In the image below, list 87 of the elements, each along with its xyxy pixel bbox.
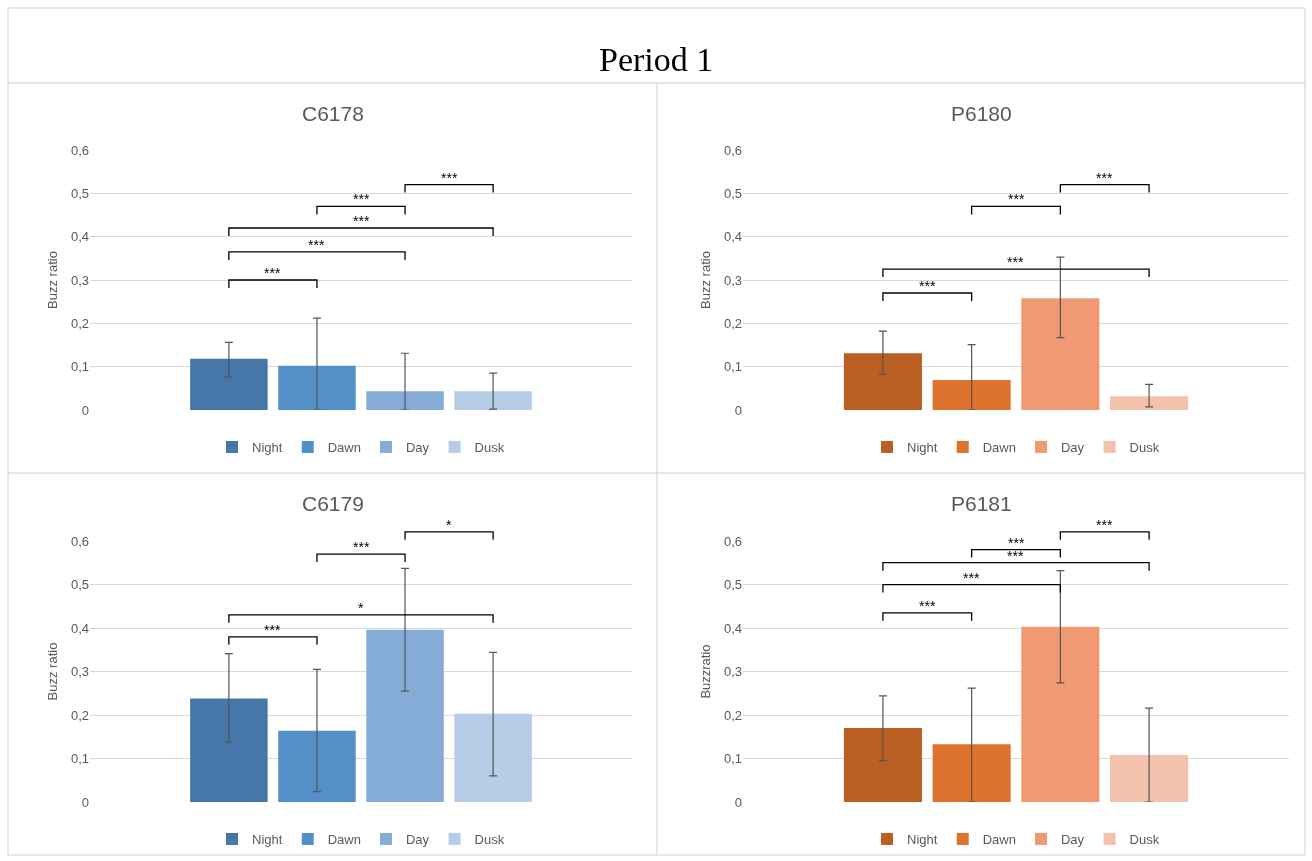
annotation: *** — [919, 598, 936, 614]
annotation: *** — [308, 237, 325, 253]
annotation: *** — [264, 265, 281, 281]
text: * — [446, 517, 452, 533]
legend-label: Dawn — [327, 440, 361, 456]
bar — [932, 744, 1011, 802]
annotation: *** — [441, 170, 458, 186]
bar — [454, 391, 532, 410]
y-tick-label: 0 — [81, 794, 89, 810]
y-tick-label: 0,6 — [723, 533, 742, 549]
y-tick-label: 0 — [734, 794, 742, 810]
legend-label: Day — [405, 832, 430, 848]
annotation: *** — [1007, 548, 1024, 564]
text: *** — [1096, 517, 1113, 533]
annotation: *** — [353, 213, 370, 229]
y-tick-label: 0,2 — [723, 315, 742, 331]
y-tick-label: 0,6 — [70, 142, 89, 158]
y-tick-label: 0,3 — [70, 664, 89, 680]
y-tick-label: 0 — [81, 402, 89, 418]
bar — [366, 391, 444, 410]
bar — [454, 713, 532, 802]
y-tick-label: 0,4 — [723, 229, 742, 245]
annotation: *** — [1008, 191, 1025, 207]
chart-title: C6178 — [302, 102, 364, 125]
y-tick-label: 0,3 — [723, 272, 742, 288]
y-tick-label: 0,1 — [70, 359, 89, 375]
y-tick-label: 0,3 — [70, 272, 89, 288]
y-tick-label: 0,4 — [70, 620, 89, 636]
y-axis-title: Buzzratio — [697, 644, 713, 699]
y-tick-label: 0 — [734, 402, 742, 418]
chart-title: P6180 — [951, 102, 1012, 125]
legend-label: Night — [907, 832, 938, 848]
y-tick-label: 0,2 — [70, 707, 89, 723]
y-tick-label: 0,1 — [723, 751, 742, 767]
bar — [278, 730, 356, 802]
annotation: *** — [1096, 170, 1113, 186]
legend-label: Night — [252, 832, 283, 848]
y-tick-label: 0,6 — [70, 533, 89, 549]
legend-label: Dawn — [982, 440, 1016, 456]
legend-label: Night — [907, 440, 938, 456]
legend-label: Day — [405, 440, 430, 456]
text: Period 1 — [599, 41, 714, 78]
y-tick-label: 0,5 — [70, 185, 89, 201]
y-tick-label: 0,5 — [70, 577, 89, 593]
legend-label: Day — [1060, 440, 1085, 456]
bar — [1110, 755, 1189, 802]
annotation: *** — [1007, 254, 1024, 270]
annotation: *** — [963, 570, 980, 586]
y-tick-label: 0,1 — [70, 751, 89, 767]
legend-label: Dusk — [1129, 440, 1160, 456]
y-tick-label: 0,5 — [723, 577, 742, 593]
bar — [1021, 626, 1100, 802]
bar — [278, 365, 356, 410]
y-tick-label: 0,2 — [70, 315, 89, 331]
legend-label: Dusk — [474, 440, 505, 456]
bar — [190, 698, 268, 802]
legend-label: Night — [252, 440, 283, 456]
annotation: *** — [353, 191, 370, 207]
y-tick-label: 0,4 — [723, 620, 742, 636]
legend-label: Dusk — [1129, 832, 1160, 848]
chart-title: P6181 — [951, 492, 1012, 515]
y-tick-label: 0,1 — [723, 359, 742, 375]
annotation: *** — [919, 278, 936, 294]
bar — [932, 380, 1011, 410]
y-axis-title: Buzz ratio — [44, 642, 60, 701]
y-axis-title: Buzz ratio — [697, 251, 713, 309]
chart-title: C6179 — [302, 492, 364, 515]
y-tick-label: 0,5 — [723, 185, 742, 201]
bar — [843, 353, 922, 410]
y-tick-label: 0,4 — [70, 229, 89, 245]
legend-label: Dusk — [474, 832, 505, 848]
bar — [1110, 396, 1189, 410]
bar — [190, 358, 268, 410]
annotation: *** — [264, 622, 281, 638]
y-tick-label: 0,6 — [723, 142, 742, 158]
bar — [1021, 298, 1100, 410]
y-axis-title: Buzz ratio — [44, 251, 60, 309]
bar — [366, 629, 444, 802]
y-tick-label: 0,2 — [723, 707, 742, 723]
bar — [843, 728, 922, 802]
legend-label: Dawn — [327, 832, 361, 848]
annotation: *** — [353, 539, 370, 555]
annotation: * — [358, 600, 364, 616]
legend-label: Day — [1060, 832, 1085, 848]
annotation: *** — [1008, 535, 1025, 551]
y-tick-label: 0,3 — [723, 664, 742, 680]
legend-label: Dawn — [982, 832, 1016, 848]
